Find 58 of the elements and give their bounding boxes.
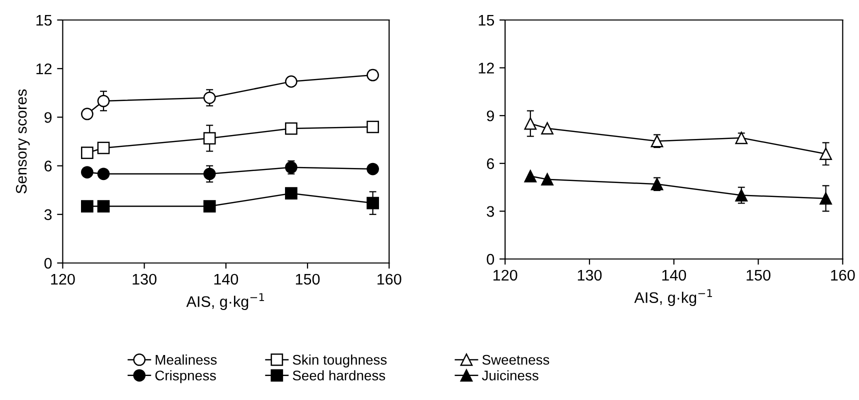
legend-label: Juiciness	[482, 370, 538, 380]
x-axis-title: AIS, g·kg$^{−1}$	[634, 289, 712, 306]
x-tick-label: 130	[578, 270, 602, 281]
x-tick-label: 160	[378, 274, 402, 285]
y-tick-label: 6	[44, 160, 52, 172]
legend-label: Crispness	[155, 370, 216, 384]
point	[81, 166, 94, 178]
point	[366, 120, 379, 134]
point	[366, 196, 379, 210]
x-tick-label: 120	[494, 270, 518, 281]
y-tick-label: 9	[44, 112, 52, 123]
point	[81, 200, 94, 212]
point	[97, 142, 110, 154]
y-tick-label: 3	[44, 209, 52, 220]
point	[81, 146, 94, 160]
point	[97, 168, 110, 180]
point	[81, 108, 94, 120]
x-tick-label: 150	[746, 270, 770, 281]
point	[203, 132, 216, 144]
y-tick-label: 12	[36, 63, 52, 74]
x-tick-label: 140	[214, 274, 238, 285]
y-tick-label: 15	[478, 15, 494, 26]
point	[820, 148, 832, 160]
y-tick-label: 15	[36, 15, 52, 26]
point	[285, 75, 298, 88]
point	[285, 122, 298, 135]
point	[203, 92, 216, 104]
point	[524, 170, 537, 182]
point	[541, 122, 554, 135]
point	[97, 200, 110, 212]
x-tick-label: 150	[296, 274, 320, 285]
y-axis-title: Sensory scores	[16, 89, 30, 194]
point	[820, 192, 832, 205]
x-tick-label: 140	[662, 270, 686, 281]
legend-label: Sweetness	[482, 354, 550, 365]
x-tick-label: 120	[51, 274, 75, 285]
point	[97, 94, 110, 108]
x-axis-title: AIS, g·kg$^{−1}$	[186, 293, 264, 310]
x-tick-label: 130	[132, 274, 156, 285]
point	[285, 187, 298, 200]
x-tick-label: 160	[831, 270, 855, 281]
point	[203, 200, 216, 212]
y-tick-label: 0	[486, 254, 494, 265]
point	[366, 162, 379, 176]
point	[366, 68, 379, 82]
legend-label: Mealiness	[156, 354, 217, 365]
point	[541, 173, 554, 186]
legend-label: Skin toughness	[292, 354, 387, 368]
y-tick-label: 9	[486, 110, 494, 122]
point	[203, 168, 216, 180]
legend-label: Seed hardness	[292, 370, 386, 380]
point	[735, 189, 748, 202]
y-tick-label: 0	[44, 258, 52, 269]
y-tick-label: 12	[478, 62, 494, 74]
point	[524, 117, 537, 130]
y-tick-label: 3	[486, 206, 494, 217]
y-tick-label: 6	[486, 158, 494, 170]
point	[735, 132, 748, 144]
